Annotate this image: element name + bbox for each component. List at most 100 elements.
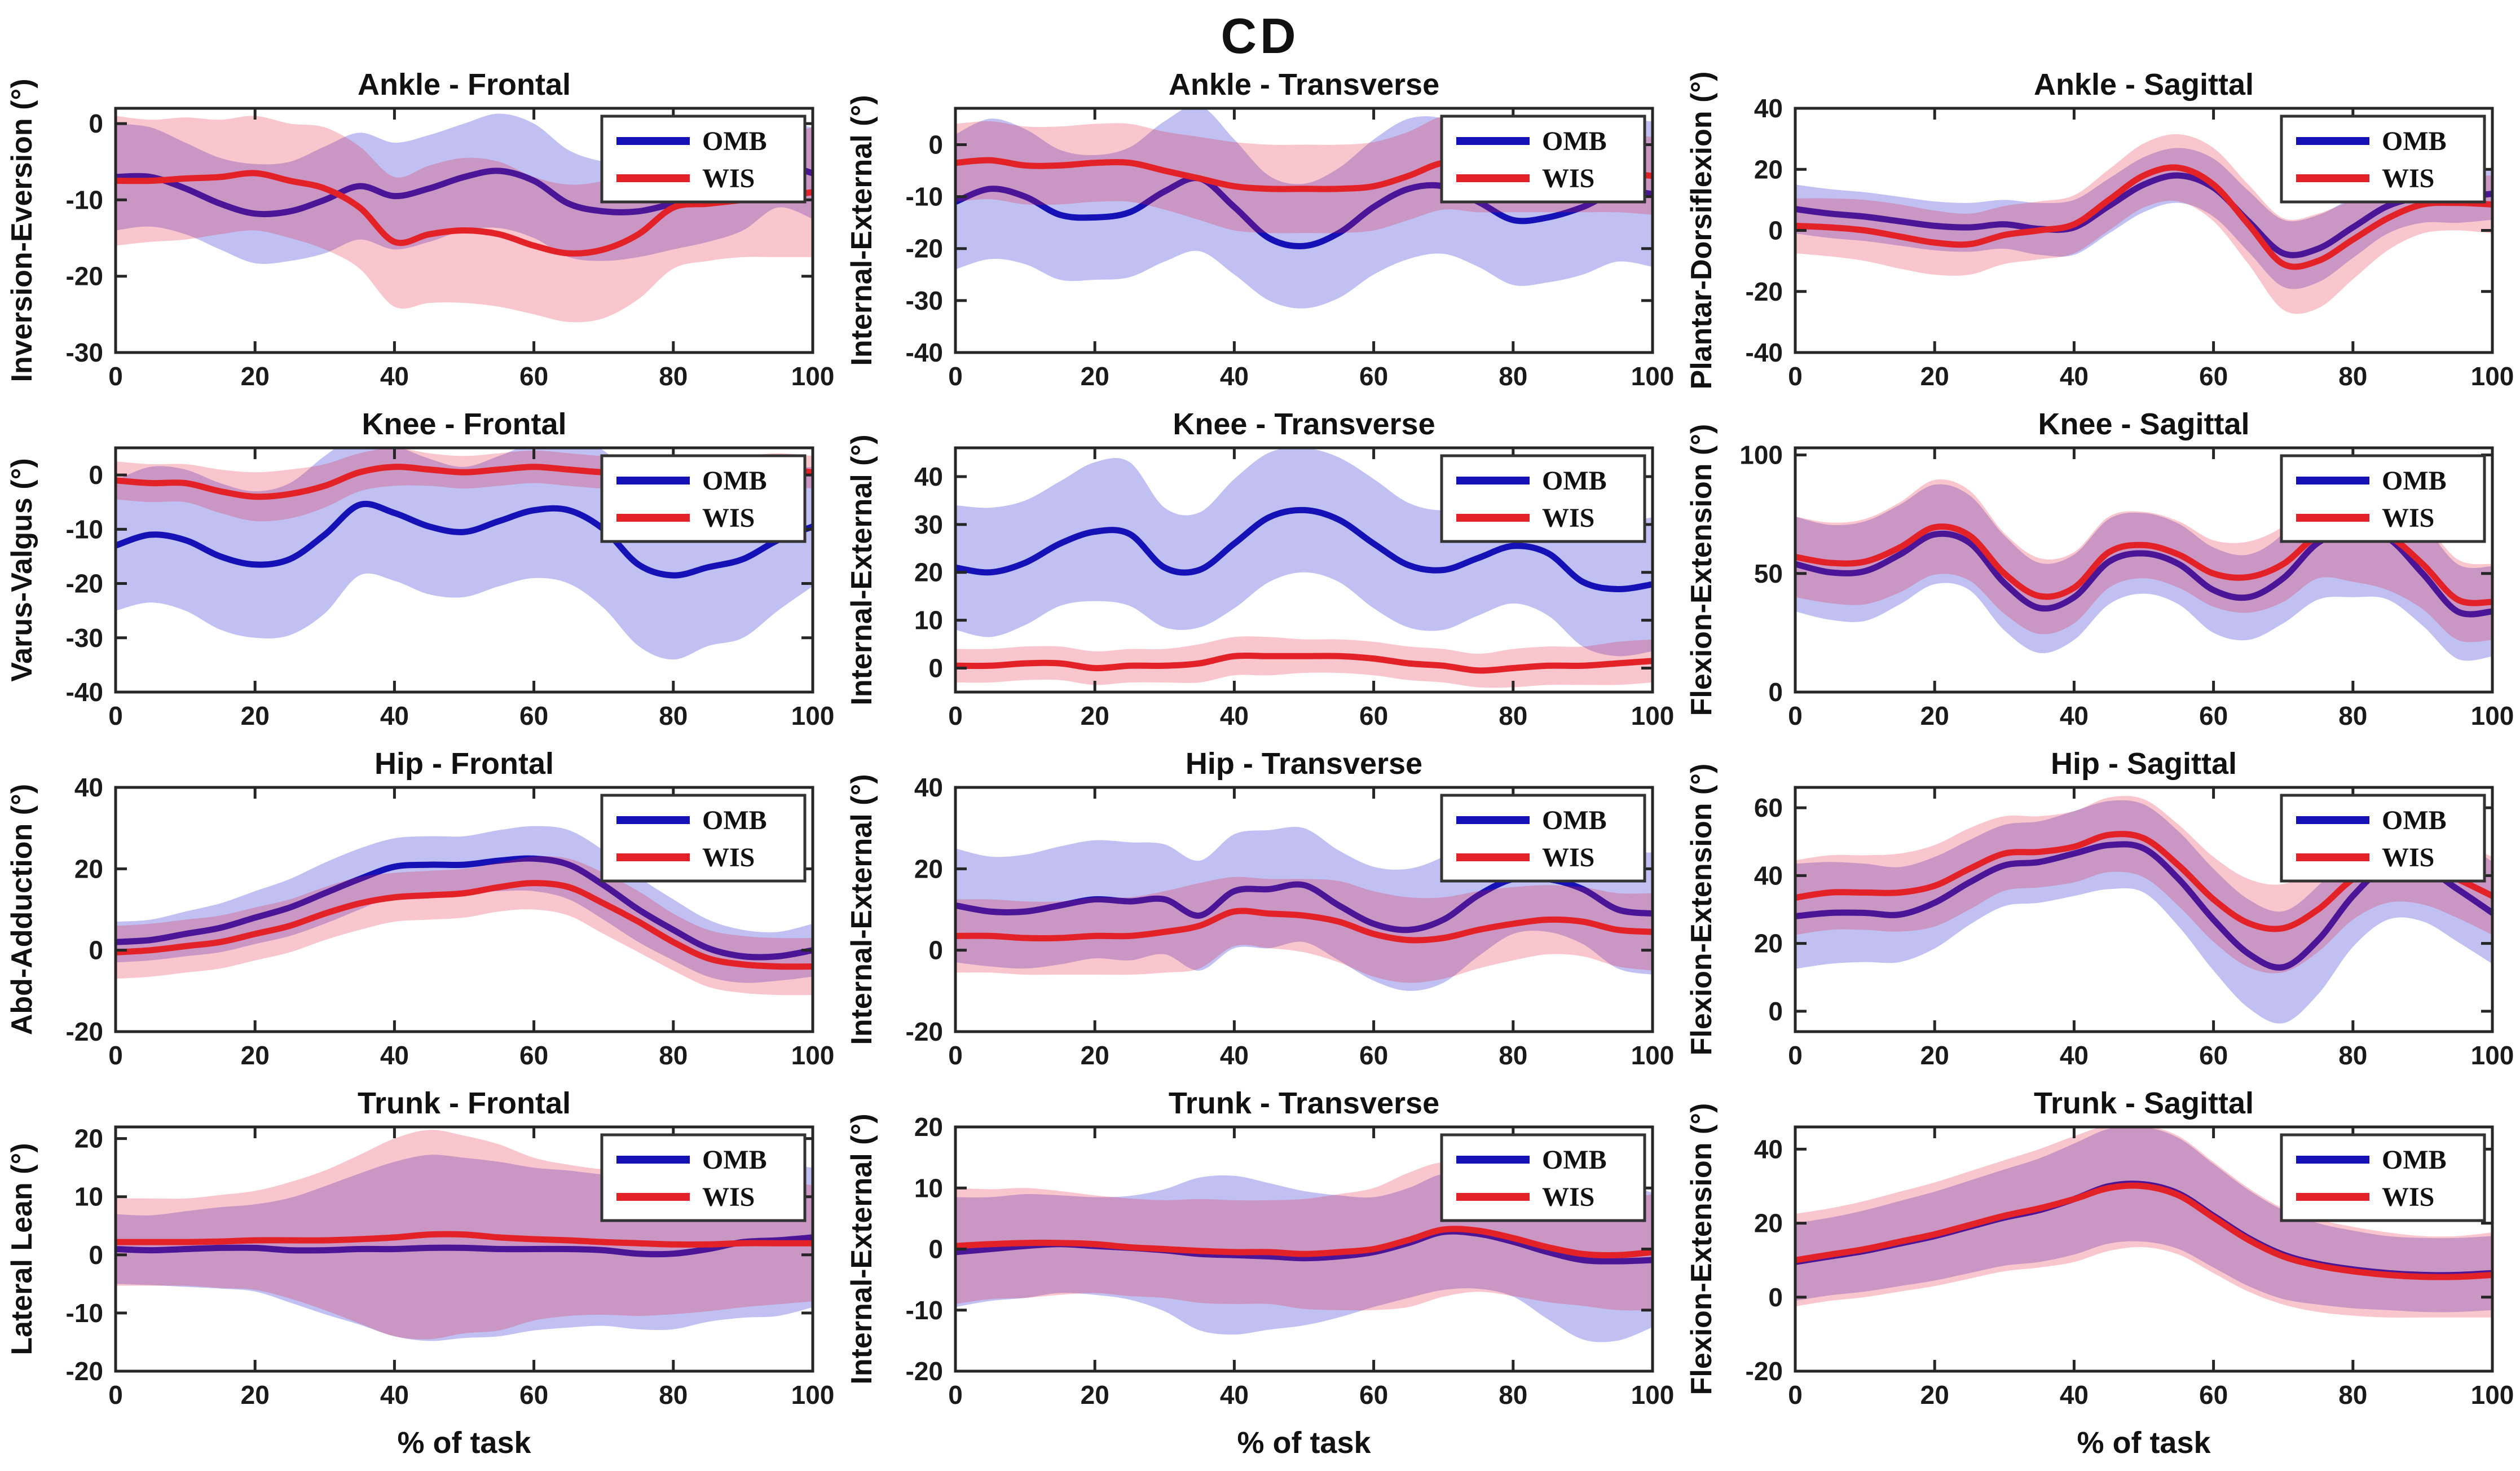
x-tick-label: 40 <box>1220 1380 1249 1410</box>
y-tick-label: -40 <box>1746 338 1783 367</box>
plot-area <box>116 113 813 323</box>
subplot-canvas-ankle-frontal: 0 20 40 60 80 100 0 -10 -20 -30 Ankle - Frontal Inv… <box>6 68 834 391</box>
y-tick-label: 10 <box>74 1182 103 1212</box>
omb-band <box>1795 800 2492 1024</box>
omb-band <box>955 448 1653 657</box>
y-tick-label: 20 <box>1754 155 1783 184</box>
y-tick-label: -30 <box>906 286 943 315</box>
subplot-title: Knee - Sagittal <box>2038 407 2249 441</box>
legend-wis-label: WIS <box>1542 843 1594 873</box>
x-tick-label: 80 <box>659 701 688 730</box>
subplot-canvas-knee-sagittal: 0 20 40 60 80 100 100 50 0 Knee - Sagittal Flexion… <box>1685 407 2514 730</box>
y-tick-label: 30 <box>914 510 943 539</box>
x-tick-label: 80 <box>2338 362 2367 391</box>
y-tick-label: -20 <box>66 262 103 291</box>
legend-omb-label: OMB <box>2382 466 2447 496</box>
x-tick-label: 80 <box>1499 362 1527 391</box>
x-tick-label: 60 <box>1359 362 1388 391</box>
y-tick-label: 0 <box>928 654 943 683</box>
legend-omb-label: OMB <box>2382 1145 2447 1175</box>
x-tick-label: 100 <box>791 1041 835 1070</box>
x-tick-label: 60 <box>519 362 548 391</box>
x-tick-label: 20 <box>1920 362 1949 391</box>
x-tick-label: 0 <box>1788 701 1803 730</box>
subplot-title: Trunk - Frontal <box>358 1086 571 1120</box>
omb-line <box>955 175 1653 249</box>
y-tick-label: 40 <box>1754 861 1783 890</box>
y-axis-label: Internal-External (°) <box>845 434 878 705</box>
x-tick-label: 0 <box>1788 1380 1803 1410</box>
ticks <box>954 786 1654 1033</box>
subplot-title: Hip - Transverse <box>1186 747 1422 781</box>
y-tick-label: 0 <box>89 460 103 490</box>
x-tick-label: 40 <box>380 701 409 730</box>
y-tick-label: -20 <box>906 1017 943 1046</box>
plot-area <box>1795 134 2492 314</box>
x-tick-label: 80 <box>1499 1041 1527 1070</box>
x-axis-label: % of task <box>1237 1426 1371 1460</box>
legend-wis-label: WIS <box>2382 503 2434 533</box>
wis-line <box>116 880 813 970</box>
subplot-knee-transverse: 0 20 40 60 80 100 40 30 20 10 0 Knee - Transverse In… <box>840 407 1680 747</box>
y-tick-label: 20 <box>914 854 943 883</box>
x-tick-label: 40 <box>380 1380 409 1410</box>
legend-wis-label: WIS <box>702 1182 755 1212</box>
legend-omb-label: OMB <box>702 805 767 835</box>
y-tick-label: 0 <box>928 1235 943 1264</box>
y-tick-label: 10 <box>914 606 943 635</box>
legend-wis-label: WIS <box>2382 1182 2434 1212</box>
y-axis-label: Inversion-Eversion (°) <box>6 78 38 382</box>
x-tick-label: 0 <box>108 1380 123 1410</box>
x-tick-label: 100 <box>1631 362 1675 391</box>
subplot-title: Ankle - Frontal <box>358 68 571 102</box>
x-tick-label: 60 <box>2199 701 2228 730</box>
x-tick-label: 20 <box>1920 1041 1949 1070</box>
subplot-knee-frontal: 0 20 40 60 80 100 0 -10 -20 -30 -40 Knee - Frontal V… <box>0 407 840 747</box>
legend-box: OMB WIS <box>2280 794 2486 883</box>
wis-band <box>1795 134 2492 314</box>
legend-wis-label: WIS <box>702 503 755 533</box>
y-tick-label: 0 <box>928 936 943 965</box>
y-tick-label: -40 <box>906 338 943 367</box>
x-tick-label: 20 <box>1081 701 1109 730</box>
axes-frame <box>954 446 1654 694</box>
x-tick-label: 80 <box>2338 1380 2367 1410</box>
y-tick-label: 20 <box>914 558 943 587</box>
x-tick-label: 100 <box>1631 1041 1675 1070</box>
y-tick-label: 0 <box>928 130 943 159</box>
x-tick-label: 20 <box>241 1380 270 1410</box>
subplot-canvas-ankle-transverse: 0 20 40 60 80 100 0 -10 -20 -30 -40 Ankle - Transve… <box>845 68 1675 391</box>
subplot-canvas-hip-sagittal: 0 20 40 60 80 100 60 40 20 0 Hip - Sagittal Flexion… <box>1685 747 2514 1070</box>
y-tick-label: -10 <box>66 185 103 214</box>
wis-line <box>1795 164 2492 270</box>
y-tick-label: 0 <box>1768 997 1783 1026</box>
legend-omb-label: OMB <box>1542 1145 1607 1175</box>
y-axis-label: Internal-External (°) <box>845 774 878 1045</box>
y-tick-label: 20 <box>1754 929 1783 958</box>
legend-box: OMB WIS <box>1440 794 1646 883</box>
x-tick-label: 100 <box>1631 1380 1675 1410</box>
x-tick-label: 80 <box>659 1380 688 1410</box>
y-tick-label: 0 <box>1768 1283 1783 1312</box>
axes-frame <box>954 107 1654 354</box>
y-tick-label: 20 <box>74 1124 103 1153</box>
y-axis-label: Varus-Valgus (°) <box>6 458 38 681</box>
subplot-trunk-transverse: 0 20 40 60 80 100 20 10 0 -10 -20 Trunk - Transvers… <box>840 1086 1680 1471</box>
x-tick-label: 60 <box>2199 1041 2228 1070</box>
subplot-title: Ankle - Sagittal <box>2034 68 2254 102</box>
y-tick-label: 20 <box>914 1112 943 1142</box>
x-tick-label: 60 <box>2199 362 2228 391</box>
wis-line <box>955 1226 1653 1259</box>
x-tick-label: 60 <box>1359 701 1388 730</box>
subplot-trunk-sagittal: 0 20 40 60 80 100 40 20 0 -20 Trunk - Sagittal Flex… <box>1680 1086 2519 1471</box>
x-tick-label: 0 <box>108 1041 123 1070</box>
ticks <box>114 448 814 694</box>
y-tick-label: -30 <box>66 338 103 367</box>
wis-line <box>955 652 1653 674</box>
x-tick-label: 60 <box>519 1041 548 1070</box>
x-axis-label: % of task <box>397 1426 531 1460</box>
x-tick-label: 40 <box>1220 362 1249 391</box>
subplot-canvas-knee-frontal: 0 20 40 60 80 100 0 -10 -20 -30 -40 Knee - Frontal V… <box>6 407 834 730</box>
